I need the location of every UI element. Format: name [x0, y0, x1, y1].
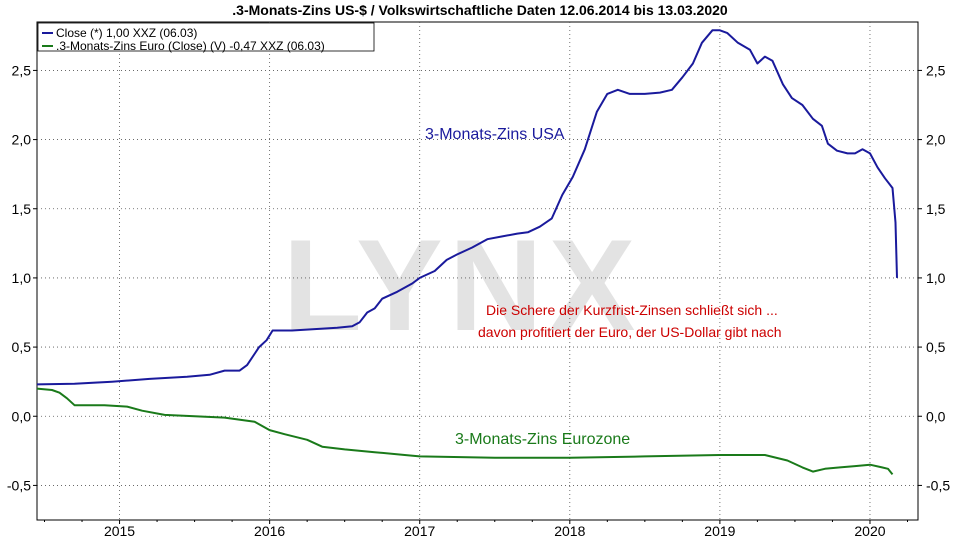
- x-tick-label: 2020: [854, 523, 885, 539]
- y-tick-label-left: 0,5: [12, 339, 32, 355]
- legend-item-label: Close (*) 1,00 XXZ (06.03): [56, 26, 197, 40]
- y-tick-label-left: 1,5: [12, 201, 32, 217]
- x-tick-label: 2015: [104, 523, 135, 539]
- series-line-1: [36, 29, 898, 386]
- watermark-text: LYNX: [283, 212, 642, 358]
- x-tick-label: 2018: [554, 523, 585, 539]
- plot-area: [36, 21, 919, 521]
- legend-box: [37, 22, 375, 52]
- x-tick-label: 2017: [404, 523, 435, 539]
- y-tick-label-left: 0,0: [12, 408, 32, 424]
- y-tick-label-right: -0,5: [926, 477, 950, 493]
- x-tick-label: 2019: [704, 523, 735, 539]
- comment-line-1: Die Schere der Kurzfrist-Zinsen schließt…: [486, 302, 778, 318]
- plot-border: [36, 21, 919, 521]
- y-tick-label-left: 1,0: [12, 270, 32, 286]
- watermark: LYNX: [283, 212, 642, 358]
- grid-lines: [37, 22, 918, 520]
- series-layer: [36, 29, 898, 476]
- usa-series-label: 3-Monats-Zins USA: [425, 126, 565, 143]
- euro-series-label: 3-Monats-Zins Eurozone: [455, 431, 630, 448]
- series-line-2: [36, 387, 894, 476]
- chart-title: .3-Monats-Zins US-$ / Volkswirtschaftlic…: [232, 2, 728, 18]
- x-tick-label: 2016: [254, 523, 285, 539]
- y-tick-label-right: 0,0: [926, 408, 946, 424]
- y-tick-label-right: 0,5: [926, 339, 946, 355]
- legend: Close (*) 1,00 XXZ (06.03).3-Monats-Zins…: [37, 22, 375, 53]
- axes: -0,5 -0,5 0,0 0,0 0,5 0,5 1,0 1,0 1,5 1,5 2,0 2,0 2,…: [7, 62, 950, 539]
- y-tick-label-right: 1,0: [926, 270, 946, 286]
- y-tick-label-right: 2,0: [926, 132, 946, 148]
- y-tick-label-right: 2,5: [926, 62, 946, 78]
- annotations: 3-Monats-Zins USA 3-Monats-Zins Eurozone…: [425, 126, 781, 448]
- y-tick-label-left: 2,0: [12, 132, 32, 148]
- y-tick-label-right: 1,5: [926, 201, 946, 217]
- y-tick-label-left: 2,5: [12, 62, 32, 78]
- legend-item-label: .3-Monats-Zins Euro (Close) (V) -0,47 XX…: [56, 39, 325, 53]
- comment-line-2: davon profitiert der Euro, der US-Dollar…: [478, 324, 781, 340]
- y-tick-label-left: -0,5: [7, 477, 31, 493]
